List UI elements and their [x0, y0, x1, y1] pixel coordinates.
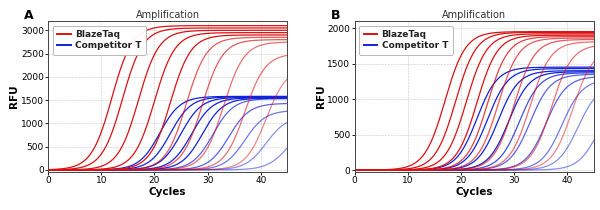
Legend: BlazeTaq, Competitor T: BlazeTaq, Competitor T: [359, 25, 452, 55]
Title: Amplification: Amplification: [136, 10, 200, 20]
X-axis label: Cycles: Cycles: [149, 187, 187, 197]
Legend: BlazeTaq, Competitor T: BlazeTaq, Competitor T: [53, 25, 146, 55]
X-axis label: Cycles: Cycles: [455, 187, 493, 197]
Text: A: A: [24, 9, 34, 22]
Y-axis label: RFU: RFU: [316, 85, 326, 108]
Y-axis label: RFU: RFU: [10, 85, 19, 108]
Text: B: B: [331, 9, 340, 22]
Title: Amplification: Amplification: [442, 10, 506, 20]
